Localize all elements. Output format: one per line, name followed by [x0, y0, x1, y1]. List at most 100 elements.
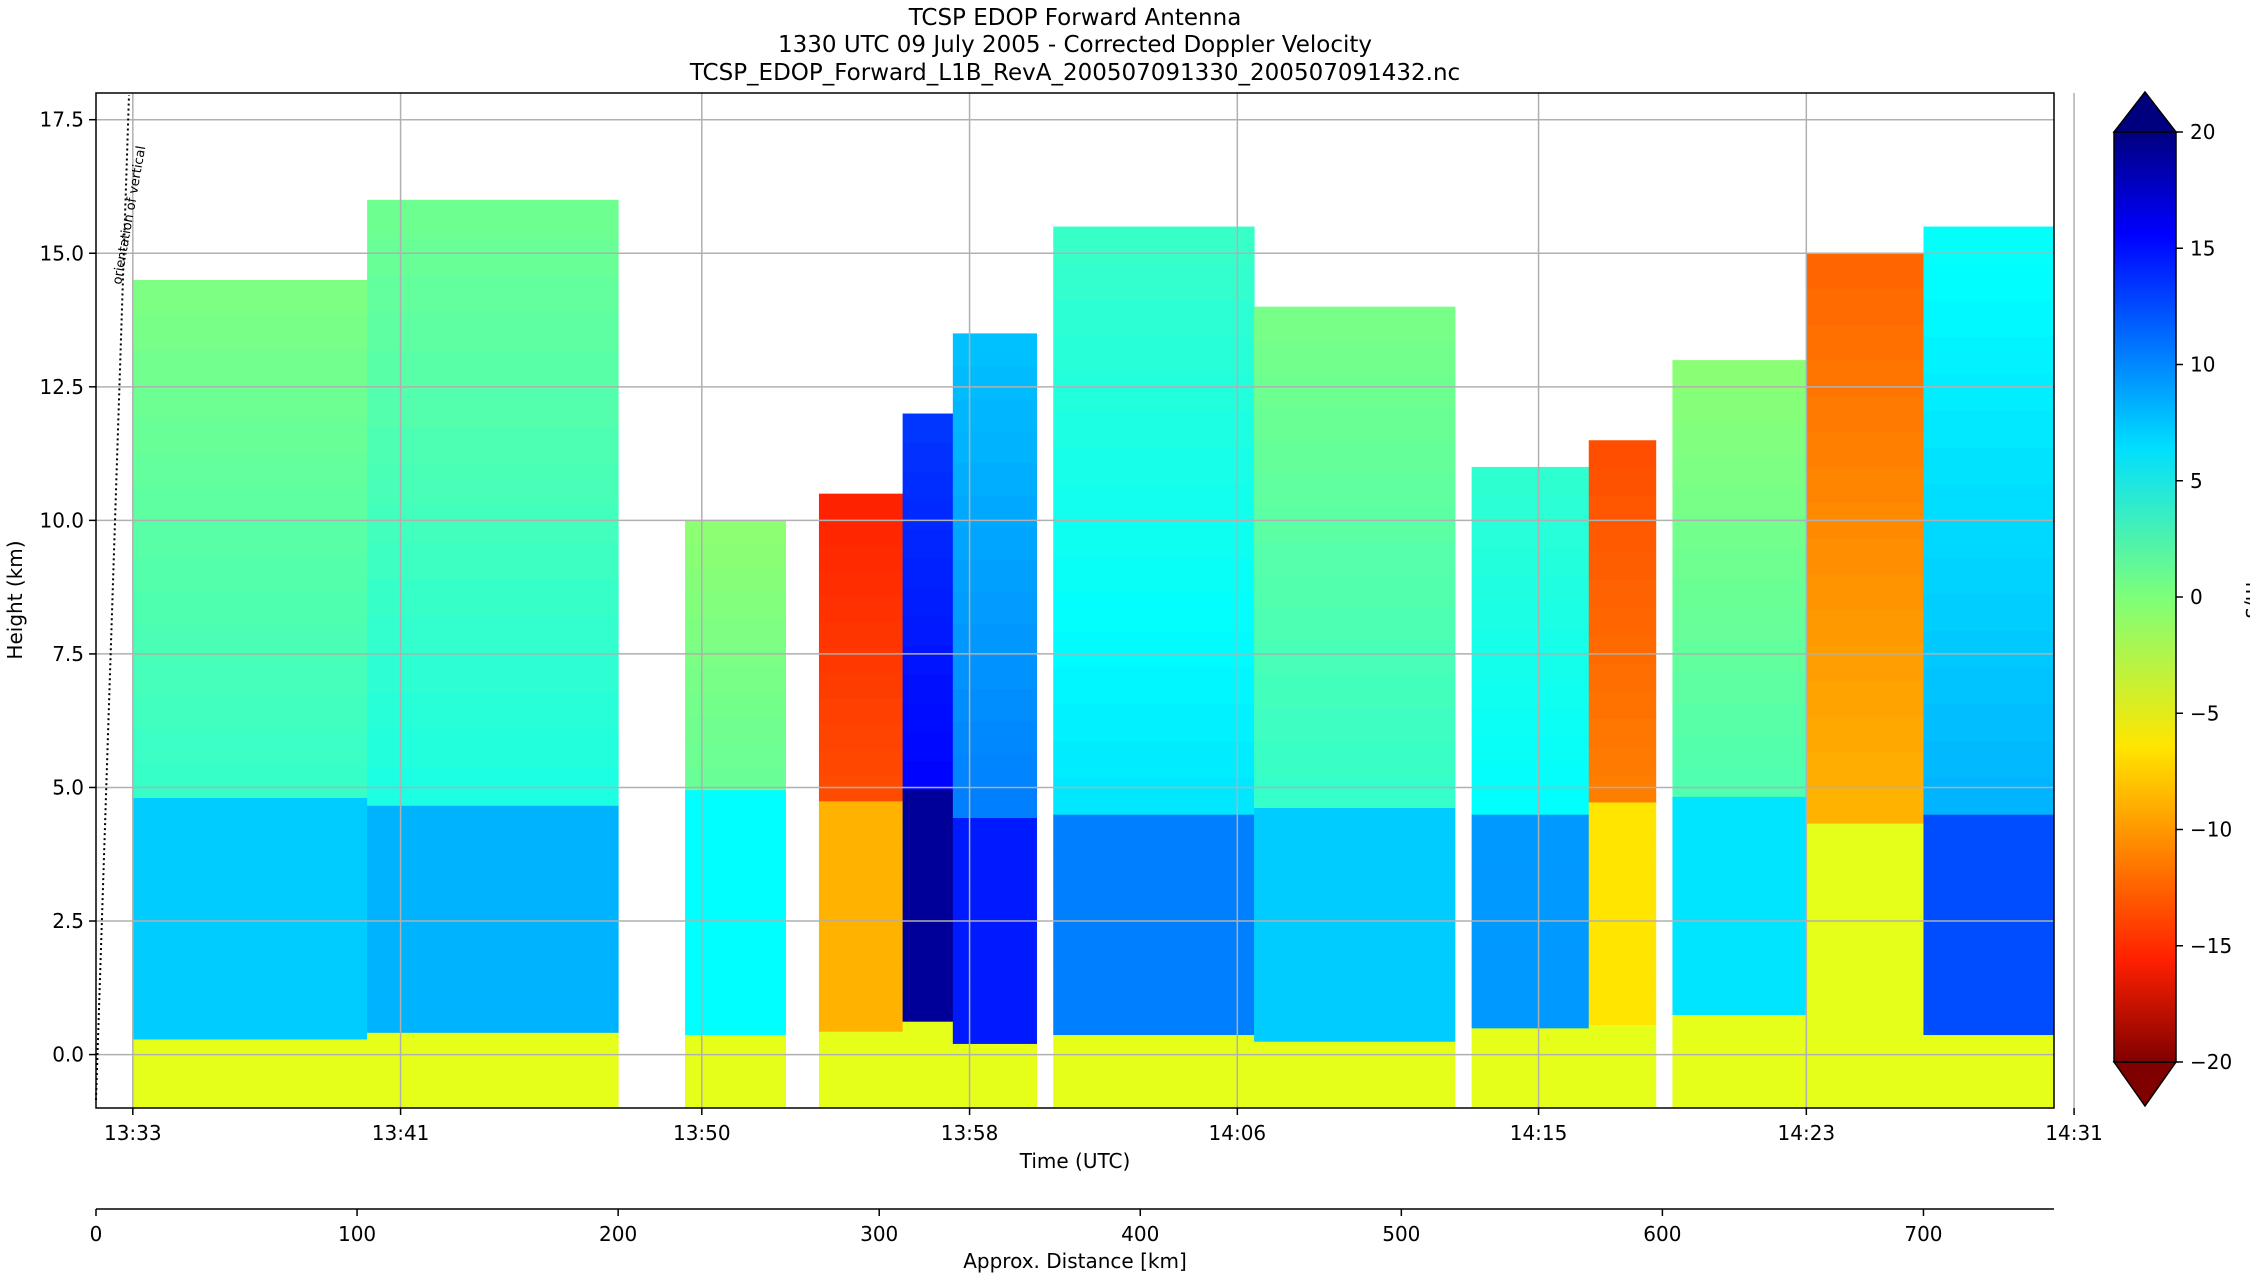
heatmap-cell [1053, 887, 1255, 925]
y-tick-label: 5.0 [52, 775, 84, 799]
heatmap-cell [132, 486, 368, 522]
heatmap-cell [952, 462, 1038, 496]
y-tick-label: 2.5 [52, 909, 84, 933]
heatmap-cell [1588, 1024, 1657, 1053]
colorbar-ticks: 20 15 10 5 0 −5 −10 −15 −20 [2176, 120, 2232, 1074]
heatmap-cell [1672, 547, 1807, 579]
heatmap-cell [1053, 997, 1255, 1036]
heatmap-cell [1672, 1014, 1807, 1047]
heatmap-cell [1588, 635, 1657, 664]
heatmap-cell [952, 946, 1038, 980]
heatmap-cell [902, 616, 954, 646]
heatmap-cell [1672, 983, 1807, 1016]
heatmap-cell [902, 413, 954, 443]
heatmap-cell [1588, 662, 1657, 692]
heatmap-cell [818, 1005, 904, 1032]
heatmap-cell [1471, 493, 1590, 521]
title-line-3: TCSP_EDOP_Forward_L1B_RevA_200507091330_… [689, 60, 1460, 86]
heatmap-cell [1254, 607, 1456, 642]
heatmap-cell [952, 623, 1038, 657]
heatmap-cell [1471, 787, 1590, 815]
heatmap-cell [1806, 253, 1924, 290]
heatmap-cell [1254, 974, 1456, 1009]
heatmap-cell [132, 693, 368, 729]
heatmap-cell [952, 430, 1038, 463]
heatmap-cell [952, 882, 1038, 915]
heatmap-cell [1806, 929, 1924, 967]
heatmap-cell [1053, 630, 1255, 668]
heatmap-cell [367, 199, 619, 239]
heatmap-cell [1806, 609, 1924, 646]
heatmap-cell [1053, 740, 1255, 778]
heatmap-cell [1672, 422, 1807, 455]
heatmap-cell [685, 961, 786, 987]
heatmap-cell [818, 724, 904, 751]
heatmap-cell [367, 805, 619, 844]
heatmap-cell [1471, 1081, 1590, 1108]
heatmap-cell [1254, 840, 1456, 875]
heatmap-cell [1053, 483, 1255, 521]
heatmap-cell [818, 544, 904, 571]
heatmap-cell [1254, 941, 1456, 975]
heatmap-cell [902, 876, 954, 906]
heatmap-cell [1588, 941, 1657, 970]
heatmap-cell [818, 570, 904, 597]
heatmap-cell [132, 521, 368, 557]
distance-axis-ticks: 0 100 200 300 400 500 600 700 [90, 1209, 1943, 1246]
heatmap-cell [1588, 746, 1657, 775]
heatmap-cell [1923, 777, 2054, 815]
heatmap-cell [902, 673, 954, 704]
heatmap-cell [1806, 288, 1924, 325]
x-tick-label: 14:06 [1209, 1121, 1267, 1145]
distance-axis-label: Approx. Distance [km] [963, 1249, 1187, 1273]
heatmap-cell [1053, 226, 1255, 264]
heatmap-cell [1923, 226, 2054, 264]
heatmap-cell [132, 624, 368, 660]
heatmap-cell [132, 797, 368, 833]
heatmap-cell [132, 279, 368, 315]
heatmap-cell [1923, 961, 2054, 999]
heatmap-cell [1923, 887, 2054, 925]
heatmap-cell [1053, 961, 1255, 999]
heatmap-cell [367, 426, 619, 466]
heatmap-cell [1588, 523, 1657, 553]
heatmap-cell [1923, 446, 2054, 485]
colorbar-tick-label: 20 [2190, 120, 2215, 144]
colorbar-tick-label: 0 [2190, 585, 2203, 609]
heatmap-cell [685, 887, 786, 913]
heatmap-cell [367, 729, 619, 768]
heatmap-cell [685, 667, 786, 693]
heatmap-cell [1806, 645, 1924, 682]
heatmap-cell [1254, 507, 1456, 541]
chart-title: TCSP EDOP Forward Antenna 1330 UTC 09 Ju… [689, 5, 1460, 86]
heatmap-cell [367, 578, 619, 617]
heatmap-cell [902, 818, 954, 849]
heatmap-cell [132, 762, 368, 798]
heatmap-cell [1588, 1052, 1657, 1081]
heatmap-cell [1923, 520, 2054, 558]
heatmap-cell [902, 471, 954, 501]
heatmap-cell [902, 934, 954, 964]
heatmap-cell [1672, 515, 1807, 548]
heatmap-cell [1806, 573, 1924, 610]
heatmap-cell [1806, 894, 1924, 931]
heatmap-cell [1471, 573, 1590, 601]
heatmap-cell [818, 1031, 904, 1058]
heatmap-cell [685, 740, 786, 766]
heatmap-cell [367, 351, 619, 390]
heatmap-cell [902, 702, 954, 733]
distance-tick-label: 200 [599, 1222, 637, 1246]
heatmap-cell [1672, 1076, 1807, 1108]
heatmap-cell [132, 555, 368, 591]
colorbar-tick-label: 15 [2190, 236, 2215, 260]
heatmap-cell [902, 1021, 954, 1051]
heatmap-cell [902, 500, 954, 530]
heatmap-cell [1806, 1072, 1924, 1108]
heatmap-cell [1471, 974, 1590, 1002]
heatmap-cell [367, 918, 619, 958]
heatmap-cell [1254, 807, 1456, 842]
heatmap-cell [1923, 850, 2054, 889]
heatmap-cell [1806, 965, 1924, 1002]
colorbar-tick-label: −20 [2190, 1050, 2232, 1074]
heatmap-cell [1923, 997, 2054, 1036]
